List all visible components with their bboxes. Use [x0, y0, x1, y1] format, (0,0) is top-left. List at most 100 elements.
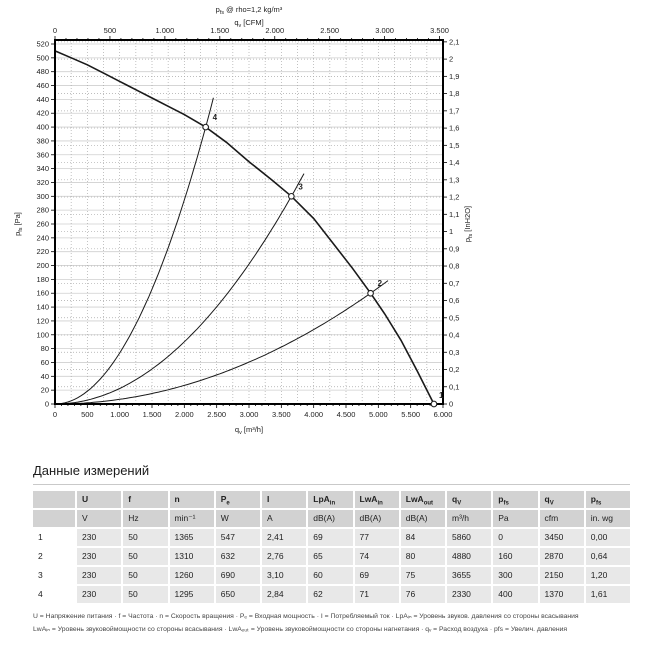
table-data-cell: 400 [493, 586, 538, 603]
left-tick-label: 160 [36, 289, 49, 298]
right-tick-label: 2 [449, 55, 453, 64]
left-tick-label: 280 [36, 206, 49, 215]
table-header-cell: LwAout [400, 491, 445, 508]
right-tick-label: 1,4 [449, 158, 459, 167]
right-axis: 0 0,1 0,2 0,3 0,4 0,5 0,6 0,7 0,8 0,9 1 1,1 1,2 1,3 1,… [443, 37, 474, 409]
top-tick-label: 1.500 [210, 26, 229, 35]
left-tick-label: 200 [36, 261, 49, 270]
table-data-cell: 2,76 [262, 548, 307, 565]
table-data-cell: 77 [354, 529, 399, 546]
table-data-cell: 0,64 [585, 548, 630, 565]
x-tick-label: 4.500 [337, 410, 356, 419]
table-unit-cell: in. wg [585, 510, 630, 527]
top-axis-title: qv [CFM] [234, 18, 263, 29]
right-tick-label: 0,2 [449, 365, 459, 374]
table-data-cell: 1365 [169, 529, 214, 546]
table-data-cell: 76 [400, 586, 445, 603]
table-data-cell: 632 [215, 548, 260, 565]
top-tick-label: 0 [53, 26, 57, 35]
table-data-cell: 50 [123, 529, 168, 546]
table-data-cell: 230 [77, 586, 122, 603]
table-data-cell: 1295 [169, 586, 214, 603]
left-tick-label: 360 [36, 150, 49, 159]
table-header-cell: pfs [585, 491, 630, 508]
table-data-cell: 1260 [169, 567, 214, 584]
operating-point-3 [288, 192, 295, 200]
system-curves [54, 97, 389, 405]
table-data-cell: 230 [77, 529, 122, 546]
chart-title: pfs @ rho=1,2 kg/m³ [216, 5, 283, 16]
left-axis-title: pfs [Pa] [13, 212, 24, 236]
operating-point-1 [430, 400, 438, 408]
top-tick-label: 3.500 [430, 26, 449, 35]
legend-footnotes: U = Напряжение питания · f = Частота · n… [33, 610, 630, 636]
table-header-cell: f [123, 491, 168, 508]
left-tick-label: 260 [36, 220, 49, 229]
x-tick-label: 3.000 [240, 410, 259, 419]
table-data-cell: 71 [354, 586, 399, 603]
x-tick-label: 1.000 [110, 410, 129, 419]
table-header-cell: I [262, 491, 307, 508]
right-tick-label: 0,1 [449, 382, 459, 391]
left-tick-label: 340 [36, 164, 49, 173]
fan-performance-chart: 0 500 1.000 1.500 2.000 2.500 3.000 3.500 4.000 4… [13, 5, 474, 436]
measurement-table-title: Данные измерений [33, 463, 630, 485]
bottom-axis: 0 500 1.000 1.500 2.000 2.500 3.000 3.500 4.000 4… [53, 404, 452, 436]
left-tick-label: 500 [36, 53, 49, 62]
left-tick-label: 440 [36, 95, 49, 104]
right-tick-label: 0,5 [449, 313, 459, 322]
table-header-cell: n [169, 491, 214, 508]
table-data-cell: 69 [308, 529, 353, 546]
operating-point-label-3: 3 [298, 182, 303, 191]
table-header-cell: LwAin [354, 491, 399, 508]
table-data-cell: 50 [123, 548, 168, 565]
left-tick-label: 240 [36, 233, 49, 242]
x-tick-label: 1.500 [143, 410, 162, 419]
top-tick-label: 500 [104, 26, 117, 35]
left-tick-label: 20 [41, 386, 49, 395]
left-tick-label: 400 [36, 123, 49, 132]
right-tick-label: 1,3 [449, 175, 459, 184]
table-data-cell: 3,10 [262, 567, 307, 584]
table-data-cell: 3450 [539, 529, 584, 546]
table-data-cell: 547 [215, 529, 260, 546]
x-tick-label: 6.000 [434, 410, 453, 419]
footnote-line-1: U = Напряжение питания · f = Частота · n… [33, 613, 579, 620]
table-row-number: 1 [33, 529, 75, 546]
left-tick-label: 460 [36, 81, 49, 90]
left-tick-label: 380 [36, 136, 49, 145]
table-data-cell: 690 [215, 567, 260, 584]
table-unit-cell: min⁻¹ [169, 510, 214, 527]
right-tick-label: 1 [449, 227, 453, 236]
right-tick-label: 1,9 [449, 72, 459, 81]
x-tick-label: 2.000 [175, 410, 194, 419]
table-header-cell: U [77, 491, 122, 508]
table-data-cell: 2870 [539, 548, 584, 565]
left-tick-label: 480 [36, 67, 49, 76]
table-unit-cell: A [262, 510, 307, 527]
table-data-cell: 50 [123, 567, 168, 584]
left-tick-label: 520 [36, 40, 49, 49]
x-tick-label: 0 [53, 410, 57, 419]
x-tick-label: 4.000 [304, 410, 323, 419]
left-tick-label: 100 [36, 330, 49, 339]
table-unit-cell: Pa [493, 510, 538, 527]
right-tick-label: 0 [449, 400, 453, 409]
table-row-number: 2 [33, 548, 75, 565]
left-tick-label: 40 [41, 372, 49, 381]
left-axis: 0 20 40 60 80 100 120 140 160 180 200 220 240 260 280 3… [13, 40, 55, 409]
table-data-cell: 0 [493, 529, 538, 546]
table-data-cell: 60 [308, 567, 353, 584]
table-unit-cell: dB(A) [308, 510, 353, 527]
table-data-cell: 74 [354, 548, 399, 565]
right-tick-label: 1,7 [449, 106, 459, 115]
left-tick-label: 0 [45, 400, 49, 409]
table-data-cell: 1310 [169, 548, 214, 565]
left-tick-label: 420 [36, 109, 49, 118]
table-unit-cell: cfm [539, 510, 584, 527]
x-axis-title: qv [m³/h] [235, 425, 263, 436]
table-row-number: 4 [33, 586, 75, 603]
table-header-cell [33, 491, 75, 508]
